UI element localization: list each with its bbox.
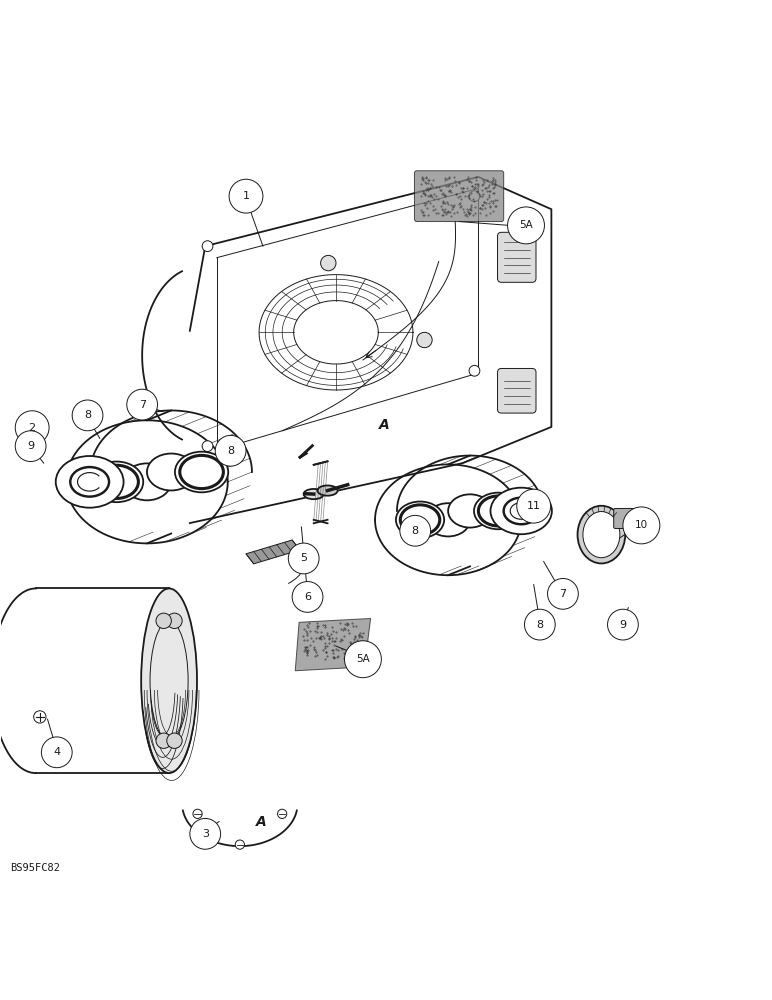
Circle shape	[292, 582, 323, 612]
Circle shape	[469, 365, 480, 376]
Polygon shape	[246, 540, 300, 564]
Text: BS95FC82: BS95FC82	[11, 863, 61, 873]
Text: 6: 6	[304, 592, 311, 602]
Ellipse shape	[56, 456, 124, 508]
Text: 7: 7	[560, 589, 567, 599]
FancyBboxPatch shape	[415, 171, 503, 222]
Circle shape	[400, 515, 431, 546]
Circle shape	[344, 641, 381, 678]
Ellipse shape	[396, 502, 444, 538]
Text: A: A	[256, 815, 267, 829]
Polygon shape	[295, 618, 371, 671]
Text: 8: 8	[84, 410, 91, 420]
Circle shape	[156, 733, 171, 748]
Ellipse shape	[448, 494, 492, 528]
Ellipse shape	[577, 506, 625, 563]
Text: 8: 8	[411, 526, 418, 536]
Text: A: A	[379, 418, 390, 432]
Circle shape	[127, 389, 157, 420]
Circle shape	[469, 191, 480, 202]
Text: 4: 4	[53, 747, 60, 757]
FancyBboxPatch shape	[497, 232, 536, 282]
FancyBboxPatch shape	[614, 508, 636, 528]
Circle shape	[34, 711, 46, 723]
Ellipse shape	[474, 493, 522, 529]
Text: 8: 8	[227, 446, 234, 456]
Circle shape	[215, 435, 246, 466]
Text: 5: 5	[300, 553, 307, 563]
Ellipse shape	[303, 489, 323, 499]
Circle shape	[15, 431, 46, 462]
Text: 11: 11	[527, 501, 540, 511]
Circle shape	[167, 613, 182, 629]
Circle shape	[202, 441, 213, 452]
Circle shape	[190, 818, 221, 849]
Circle shape	[42, 737, 72, 768]
Circle shape	[608, 609, 638, 640]
Ellipse shape	[175, 452, 229, 492]
Circle shape	[15, 411, 49, 445]
Circle shape	[278, 809, 286, 818]
Text: 2: 2	[29, 423, 36, 433]
Circle shape	[417, 332, 432, 348]
Circle shape	[235, 840, 245, 849]
Ellipse shape	[141, 588, 197, 773]
Circle shape	[288, 543, 319, 574]
Text: 7: 7	[139, 400, 146, 410]
Circle shape	[320, 255, 336, 271]
Circle shape	[167, 733, 182, 748]
Circle shape	[507, 207, 544, 244]
Text: 5A: 5A	[519, 220, 533, 230]
Circle shape	[72, 400, 103, 431]
Circle shape	[156, 613, 171, 629]
Text: 9: 9	[27, 441, 34, 451]
Circle shape	[623, 507, 660, 544]
Ellipse shape	[583, 512, 620, 558]
Circle shape	[202, 241, 213, 252]
FancyBboxPatch shape	[497, 368, 536, 413]
Text: 1: 1	[242, 191, 249, 201]
Polygon shape	[509, 502, 528, 515]
Circle shape	[524, 609, 555, 640]
Ellipse shape	[147, 454, 195, 490]
Ellipse shape	[90, 462, 144, 502]
Circle shape	[516, 489, 550, 523]
Circle shape	[229, 179, 263, 213]
Text: 8: 8	[537, 620, 543, 630]
Circle shape	[547, 578, 578, 609]
Ellipse shape	[490, 488, 552, 534]
Text: 10: 10	[635, 520, 648, 530]
Circle shape	[193, 809, 202, 818]
Text: 5A: 5A	[356, 654, 370, 664]
Text: 9: 9	[619, 620, 627, 630]
Text: 3: 3	[201, 829, 208, 839]
Ellipse shape	[317, 485, 337, 496]
